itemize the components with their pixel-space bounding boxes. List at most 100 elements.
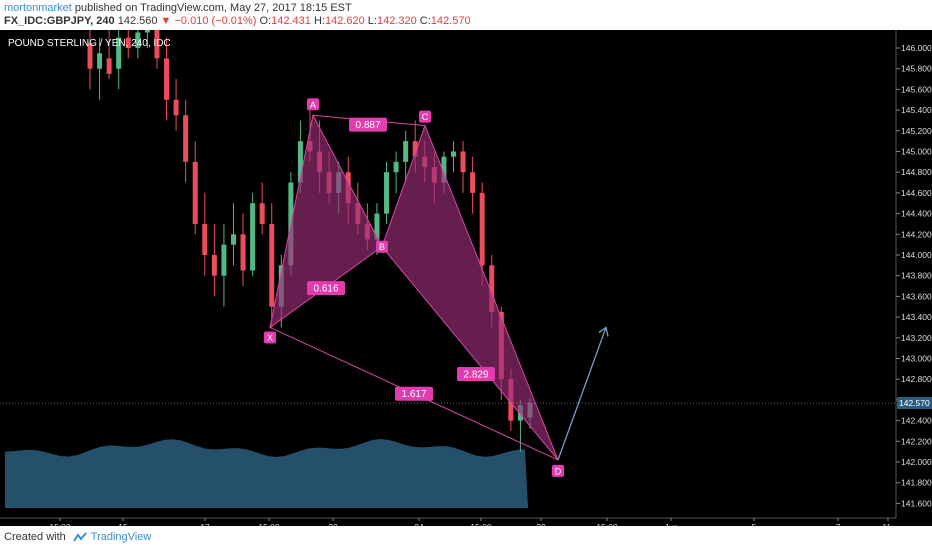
ratio-label-bg <box>395 386 433 401</box>
candle-body <box>240 234 246 271</box>
candle-body <box>460 151 466 173</box>
symbol-info: FX_IDC:GBPJPY, 240 142.560 ▼ −0.010 (−0.… <box>4 15 471 27</box>
time-tick-label: 11: <box>882 522 893 526</box>
projection-arrowhead <box>598 326 609 337</box>
time-tick-label: 7 <box>836 522 841 526</box>
ratio-label: 1.617 <box>401 389 426 400</box>
price-tick-label: 144.600 <box>901 188 932 198</box>
candle-body <box>116 37 122 69</box>
time-tick-label: 15:00 <box>596 522 618 526</box>
point-label-x: X <box>267 333 273 343</box>
point-label-x-bg <box>264 331 276 344</box>
candle-body <box>374 213 380 240</box>
time-tick-label: 15:00 <box>258 522 280 526</box>
price-chart[interactable]: X A B C D 0.887 0.616 2.829 1.617 141.600 141.800… <box>0 30 932 526</box>
symbol-name: FX_IDC:GBPJPY, 240 <box>4 15 115 27</box>
time-tick-label: 15:00 <box>49 522 71 526</box>
ratio-label: 2.829 <box>463 370 488 381</box>
last-price: 142.560 <box>117 15 158 27</box>
chart-title: POUND STERLING / YEN, 240, IDC <box>8 38 171 49</box>
price-tick-label: 143.200 <box>901 333 932 343</box>
price-change: ▼ −0.010 (−0.01%) <box>160 15 257 27</box>
candle-body <box>211 255 217 276</box>
price-tick-label: 143.800 <box>901 271 932 281</box>
price-tick-label: 144.200 <box>901 229 932 239</box>
ratio-label-bg <box>349 117 387 132</box>
price-tick-label: 143.000 <box>901 354 932 364</box>
candle-body <box>384 172 390 214</box>
candle-body <box>183 115 189 162</box>
point-label-d-bg <box>552 464 564 477</box>
candle-body <box>403 141 409 162</box>
candle-body <box>489 265 495 312</box>
price-tick-label: 142.800 <box>901 374 932 384</box>
close-value: 142.570 <box>430 15 471 27</box>
price-tick-label: 145.200 <box>901 126 932 136</box>
price-tick-label: 145.600 <box>901 84 932 94</box>
price-tick-label: 141.800 <box>901 478 932 488</box>
candle-body <box>297 141 303 183</box>
current-price-marker-bg <box>897 397 932 410</box>
volume-area <box>5 439 528 508</box>
price-tick-label: 143.600 <box>901 291 932 301</box>
price-tick-label: 142.000 <box>901 457 932 467</box>
current-price-marker: 142.570 <box>899 398 930 408</box>
price-tick-label: 144.800 <box>901 167 932 177</box>
price-tick-label: 144.400 <box>901 209 932 219</box>
time-tick-label: 17 <box>200 522 210 526</box>
time-tick-label: Jun <box>664 522 678 526</box>
candle-body <box>144 30 150 33</box>
ratio-label: 0.887 <box>355 120 380 131</box>
tradingview-logo[interactable]: TradingView <box>72 531 152 543</box>
point-label-b-bg <box>376 240 388 253</box>
time-axis[interactable]: 15:00 15 17 15:00 22 24 15:00 29 15:00 Jun 5 7 11: <box>0 517 896 526</box>
candle-body <box>259 203 265 224</box>
open-label: O: <box>259 15 272 27</box>
candle-body <box>269 223 275 307</box>
point-label-c: C <box>422 112 429 122</box>
candle-body <box>202 223 208 255</box>
price-tick-label: 145.800 <box>901 64 932 74</box>
candle-body <box>192 161 198 224</box>
candle-body <box>412 141 418 157</box>
price-tick-label: 145.000 <box>901 147 932 157</box>
created-with-text: Created with <box>4 531 66 543</box>
bcd-triangle <box>381 124 559 461</box>
candle-body <box>164 58 170 100</box>
price-tick-label: 144.000 <box>901 250 932 260</box>
time-tick-label: 29 <box>536 522 546 526</box>
low-label: L: <box>367 15 377 27</box>
time-tick-label: 15:00 <box>470 522 492 526</box>
author-link[interactable]: mortonmarket <box>4 2 72 14</box>
point-label-b: B <box>379 242 385 252</box>
time-tick-label: 22 <box>328 522 338 526</box>
candle-body <box>106 58 112 74</box>
candle-body <box>250 203 256 271</box>
candle-body <box>393 161 399 173</box>
tradingview-cloud-icon <box>72 532 87 542</box>
candle-body <box>450 151 456 157</box>
open-value: 142.431 <box>271 15 311 27</box>
price-tick-label: 141.600 <box>901 498 932 508</box>
price-tick-label: 145.400 <box>901 105 932 115</box>
candle-body <box>221 244 227 276</box>
candle-body <box>87 42 93 69</box>
footer: Created with TradingView <box>4 531 151 543</box>
candle-body <box>154 30 160 59</box>
publish-info: mortonmarket published on TradingView.co… <box>4 2 352 14</box>
time-tick-label: 15 <box>118 522 128 526</box>
low-value: 142.320 <box>376 15 417 27</box>
point-label-d: D <box>555 466 562 476</box>
ratio-label-bg <box>457 367 495 382</box>
published-text: published on TradingView.com, May 27, 20… <box>74 2 352 14</box>
tradingview-brand: TradingView <box>90 531 152 543</box>
point-label-a: A <box>310 100 316 110</box>
price-tick-label: 142.400 <box>901 416 932 426</box>
point-label-c-bg <box>419 110 431 123</box>
price-axis[interactable]: 141.600141.800142.000142.200142.400142.6… <box>0 30 932 518</box>
ratio-label-bg <box>307 281 345 296</box>
candle-body <box>125 37 131 48</box>
candle-body <box>470 172 476 193</box>
volume-shape <box>5 439 528 508</box>
candle-body <box>479 192 485 266</box>
